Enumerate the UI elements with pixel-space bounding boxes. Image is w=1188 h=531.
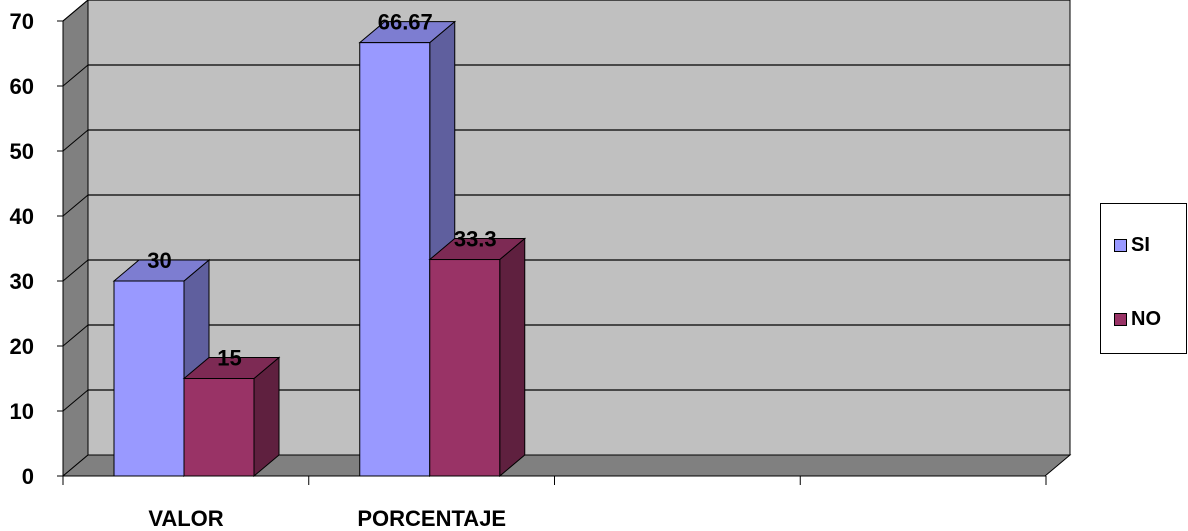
y-tick-label: 60 bbox=[10, 74, 34, 99]
bar-no-porcentaje-side bbox=[499, 237, 526, 478]
data-label-si-porcentaje: 66.67 bbox=[378, 10, 433, 35]
bars bbox=[112, 20, 527, 478]
legend-item-no: NO bbox=[1114, 308, 1161, 331]
gridline-side bbox=[62, 324, 89, 347]
labels: 0 10 20 30 40 50 60 70 30 15 VALOR 66.67 33.3 PORCENT… bbox=[10, 9, 507, 531]
legend-swatch-si bbox=[1114, 239, 1127, 252]
gridline-side bbox=[62, 389, 89, 412]
legend-label-no: NO bbox=[1131, 308, 1161, 330]
y-tick-label: 30 bbox=[10, 269, 34, 294]
gridline-side bbox=[62, 194, 89, 217]
data-label-no-porcentaje: 33.3 bbox=[454, 227, 497, 252]
bar-si-valor bbox=[113, 280, 185, 477]
data-label-si-valor: 30 bbox=[147, 248, 171, 273]
y-tick-label: 10 bbox=[10, 399, 34, 424]
y-tick-label: 70 bbox=[10, 9, 34, 34]
gridline-side bbox=[62, 64, 89, 87]
bar-no-porcentaje bbox=[429, 259, 501, 477]
legend-swatch-no bbox=[1114, 313, 1127, 326]
gridline-side bbox=[62, 259, 89, 282]
y-tick-label: 20 bbox=[10, 334, 34, 359]
bar-no-valor bbox=[183, 378, 255, 477]
x-tick-label: PORCENTAJE bbox=[357, 506, 506, 531]
legend-item-si: SI bbox=[1114, 234, 1150, 257]
side-wall bbox=[62, 0, 89, 478]
legend: SI NO bbox=[1100, 203, 1187, 354]
y-tick-label: 0 bbox=[22, 464, 34, 489]
gridline-side bbox=[62, 0, 89, 22]
y-tick-label: 50 bbox=[10, 139, 34, 164]
gridlines bbox=[62, 0, 1070, 412]
data-label-no-valor: 15 bbox=[217, 346, 241, 371]
x-tick-label: VALOR bbox=[148, 506, 223, 531]
legend-label-si: SI bbox=[1131, 234, 1150, 256]
gridline-side bbox=[62, 129, 89, 152]
bar-si-porcentaje bbox=[359, 42, 431, 477]
y-tick-label: 40 bbox=[10, 204, 34, 229]
